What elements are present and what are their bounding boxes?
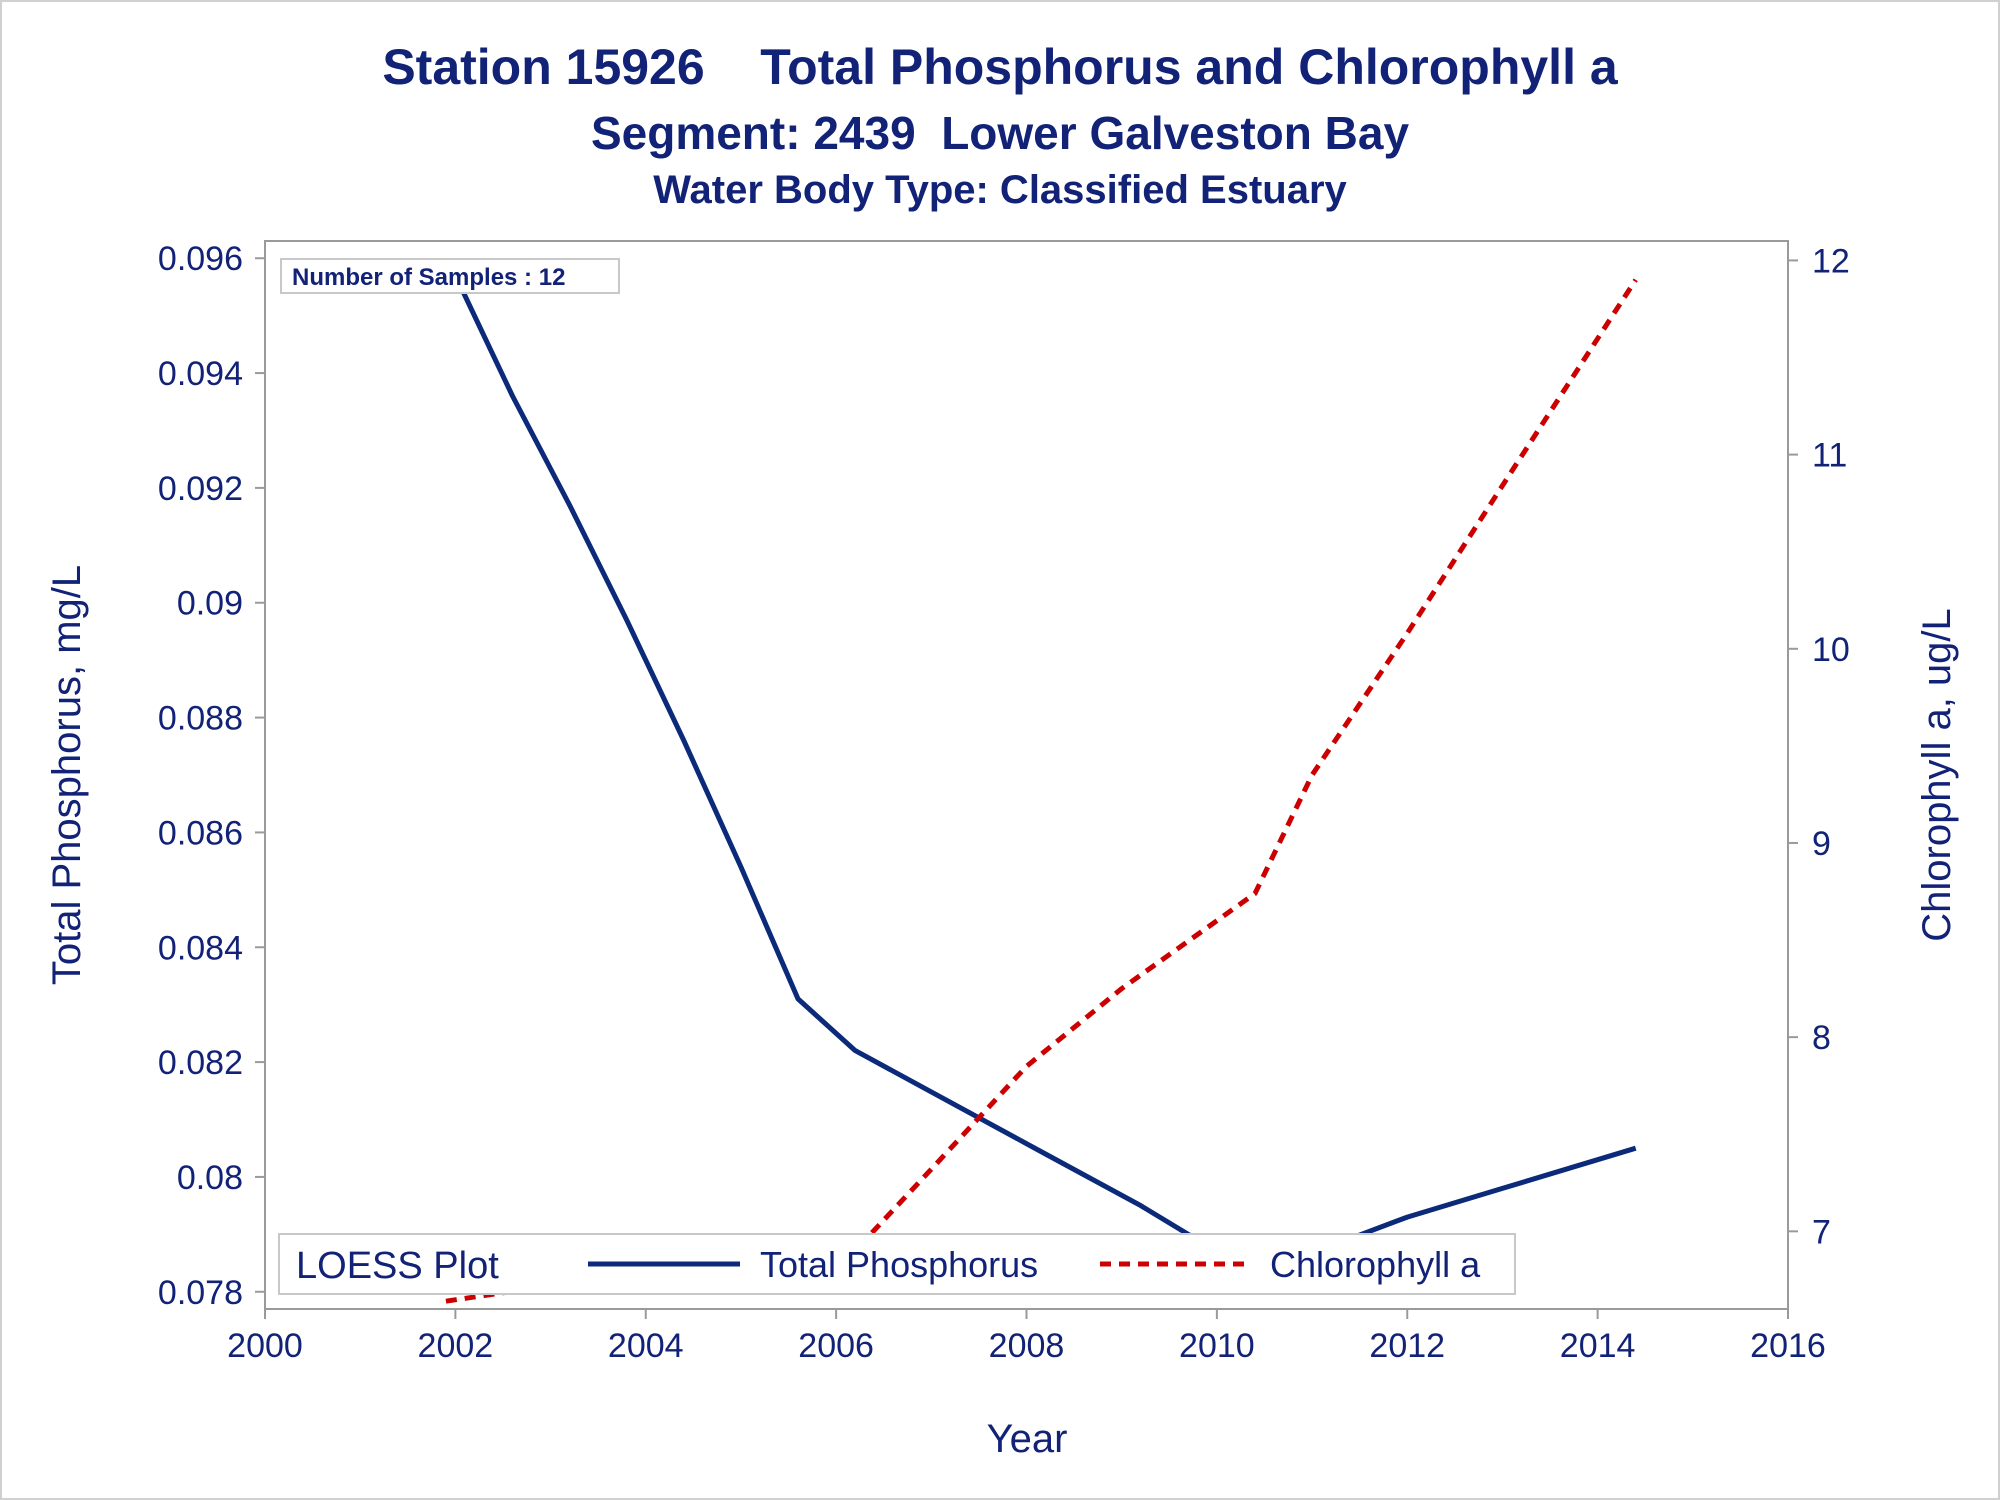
y-axis-right: 7 8 9 10 11 12 (1788, 242, 1850, 1251)
y2-tick-label: 12 (1812, 242, 1850, 280)
y-tick-label: 0.078 (158, 1274, 243, 1312)
x-tick-label: 2002 (418, 1327, 494, 1365)
legend: LOESS Plot Total Phosphorus Chlorophyll … (278, 1233, 1516, 1295)
y-axis-label-right: Chlorophyll a, ug/L (1915, 608, 1959, 942)
y-tick-label: 0.094 (158, 355, 243, 393)
legend-title: LOESS Plot (296, 1245, 499, 1287)
y-tick-label: 0.096 (158, 240, 243, 278)
y2-tick-label: 7 (1812, 1213, 1831, 1251)
x-tick-label: 2000 (227, 1327, 303, 1365)
chart-subtitle-segment: Segment: 2439 Lower Galveston Bay (590, 107, 1410, 159)
x-tick-label: 2010 (1179, 1327, 1255, 1365)
x-axis: 2000 2002 2004 2006 2008 2010 2012 2014 2016 (227, 1309, 1826, 1365)
y2-tick-label: 10 (1812, 631, 1850, 669)
series-line-chlorophyll (445, 278, 1638, 1304)
legend-label-phosphorus: Total Phosphorus (760, 1244, 1038, 1285)
series-line-phosphorus (453, 274, 1637, 1289)
y-tick-label: 0.084 (158, 929, 243, 967)
y-axis-label-left: Total Phosphorus, mg/L (45, 565, 89, 985)
y-tick-label: 0.082 (158, 1044, 243, 1082)
y-tick-label: 0.088 (158, 700, 243, 738)
legend-box (278, 1233, 1516, 1295)
x-tick-label: 2012 (1369, 1327, 1445, 1365)
chart-subtitle-water-body: Water Body Type: Classified Estuary (653, 168, 1347, 212)
y-tick-label: 0.09 (177, 585, 243, 623)
y2-tick-label: 8 (1812, 1019, 1831, 1057)
x-tick-label: 2006 (798, 1327, 874, 1365)
x-axis-label: Year (987, 1417, 1068, 1461)
series-layer (445, 274, 1638, 1304)
x-tick-label: 2016 (1750, 1327, 1826, 1365)
chart-title: Station 15926 Total Phosphorus and Chlor… (382, 39, 1618, 95)
sample-count-text: Number of Samples : 12 (292, 264, 565, 291)
sample-count-annotation: Number of Samples : 12 (280, 258, 620, 294)
legend-label-chlorophyll: Chlorophyll a (1270, 1244, 1481, 1285)
y2-tick-label: 11 (1812, 437, 1847, 475)
x-tick-label: 2004 (608, 1327, 684, 1365)
y-tick-label: 0.086 (158, 814, 243, 852)
y-tick-label: 0.08 (177, 1159, 243, 1197)
y-tick-label: 0.092 (158, 470, 243, 508)
y-axis-left: 0.078 0.08 0.082 0.084 0.086 0.088 0.09 0.092 0.… (158, 240, 265, 1312)
x-tick-label: 2014 (1560, 1327, 1636, 1365)
y2-tick-label: 9 (1812, 825, 1831, 863)
x-tick-label: 2008 (989, 1327, 1065, 1365)
